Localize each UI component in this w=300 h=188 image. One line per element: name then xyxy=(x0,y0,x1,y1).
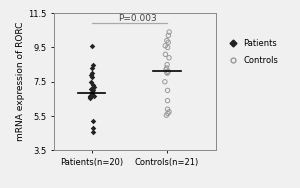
Point xyxy=(162,80,167,83)
Point xyxy=(167,30,172,33)
Point xyxy=(91,130,96,133)
Point xyxy=(167,110,171,113)
Point xyxy=(166,41,171,44)
Point xyxy=(165,46,170,49)
Point xyxy=(164,39,169,42)
Point xyxy=(90,63,95,66)
Point xyxy=(164,71,169,74)
Point xyxy=(90,67,94,70)
Point xyxy=(165,108,170,111)
Legend: Patients, Controls: Patients, Controls xyxy=(224,38,279,66)
Point xyxy=(163,53,168,56)
Point xyxy=(89,80,94,83)
Point xyxy=(92,85,96,88)
Point xyxy=(89,44,94,47)
Point xyxy=(90,92,94,95)
Text: P=0.003: P=0.003 xyxy=(118,14,157,23)
Point xyxy=(91,127,95,130)
Point xyxy=(89,73,94,76)
Point xyxy=(91,94,96,97)
Point xyxy=(165,112,170,115)
Point xyxy=(166,34,171,37)
Point xyxy=(91,84,96,87)
Point xyxy=(165,89,170,92)
Point xyxy=(87,95,92,98)
Point xyxy=(87,96,92,99)
Point xyxy=(163,44,168,47)
Point xyxy=(166,70,171,73)
Point xyxy=(91,120,96,123)
Point xyxy=(164,114,169,117)
Point xyxy=(89,91,94,94)
Point xyxy=(89,72,94,75)
Point xyxy=(164,68,168,71)
Point xyxy=(91,89,95,92)
Point xyxy=(90,75,95,78)
Point xyxy=(164,67,169,70)
Point xyxy=(165,99,170,102)
Point xyxy=(87,97,92,100)
Point xyxy=(89,87,94,90)
Point xyxy=(165,72,170,75)
Y-axis label: mRNA expression of RORC: mRNA expression of RORC xyxy=(16,22,25,141)
Point xyxy=(167,56,171,59)
Point xyxy=(165,63,170,66)
